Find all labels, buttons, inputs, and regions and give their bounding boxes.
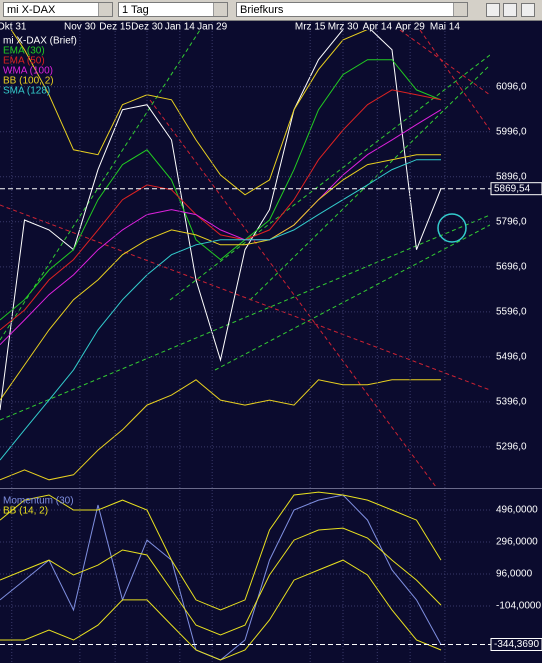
- highlight-circle: [437, 213, 467, 243]
- trend-line: [214, 224, 490, 371]
- x-tick-label: Mrz 15: [295, 22, 326, 33]
- y-tick-label: 5296,0: [496, 442, 527, 453]
- x-tick-label: Okt 31: [0, 22, 27, 33]
- y-tick-label: 5596,0: [496, 306, 527, 317]
- series-line: [0, 379, 441, 481]
- y-tick-label: 5696,0: [496, 261, 527, 272]
- trend-line: [169, 54, 490, 301]
- y-tick-label: 5496,0: [496, 352, 527, 363]
- trend-line: [0, 214, 490, 421]
- series-line: [0, 109, 442, 346]
- last-value-label: -344,3690: [494, 639, 539, 650]
- interval-select[interactable]: 1 Tag: [118, 2, 228, 17]
- legend-entry: BB (14, 2): [3, 506, 48, 517]
- chart: 5296,0 5396,0 5496,0 5596,0 5696,0 5796,0 5896…: [0, 22, 542, 663]
- series-line: [0, 30, 442, 411]
- trend-line: [0, 30, 201, 341]
- x-tick-label: Mai 14: [430, 22, 460, 33]
- icon-button[interactable]: [486, 3, 500, 17]
- x-tick-label: Jan 29: [197, 22, 227, 33]
- toolbar: mi X-DAX 1 Tag Briefkurs: [0, 0, 542, 21]
- series-line: [0, 527, 442, 636]
- legend-entry: BB (100, 2): [3, 76, 54, 87]
- last-value-box: [490, 182, 542, 196]
- y-tick-label: -104,0000: [496, 601, 541, 612]
- x-tick-label: Dez 15: [99, 22, 131, 33]
- y-tick-label: 5896,0: [496, 171, 527, 182]
- trend-line: [399, 30, 490, 96]
- price-type-select[interactable]: Briefkurs: [236, 2, 468, 17]
- plot-area: [0, 491, 490, 661]
- y-tick-label: 296,0000: [496, 537, 538, 548]
- y-tick-label: 496,0000: [496, 505, 538, 516]
- x-tick-label: Apr 14: [363, 22, 393, 33]
- series-line: [0, 89, 442, 331]
- legend-entry: mi X-DAX (Brief): [3, 36, 77, 47]
- series-line: [0, 59, 442, 321]
- legend-entry: EMA (30): [3, 46, 45, 57]
- x-tick-label: Jan 14: [165, 22, 195, 33]
- y-tick-label: 5796,0: [496, 216, 527, 227]
- series-line: [0, 491, 442, 611]
- last-value-label: 5869,54: [494, 183, 531, 194]
- trend-line: [419, 30, 490, 131]
- legend-entry: EMA (50): [3, 56, 45, 67]
- x-tick-label: Mrz 30: [328, 22, 359, 33]
- legend-entry: WMA (100): [3, 66, 53, 77]
- trend-line: [0, 204, 490, 391]
- series-line: [0, 559, 442, 661]
- trend-lines: [0, 30, 490, 487]
- x-tick-label: Dez 30: [131, 22, 163, 33]
- legend-entry: Momentum (30): [3, 496, 74, 507]
- symbol-select[interactable]: mi X-DAX: [3, 2, 113, 17]
- y-tick-label: 6096,0: [496, 81, 527, 92]
- series-line: [0, 159, 441, 461]
- plot-area: [0, 30, 490, 481]
- y-tick-label: 96,0000: [496, 569, 533, 580]
- legend-entry: SMA (128): [3, 86, 50, 97]
- x-tick-label: Apr 29: [395, 22, 425, 33]
- series-line: [0, 154, 441, 401]
- y-tick-label: 5996,0: [496, 126, 527, 137]
- y-tick-label: 5396,0: [496, 397, 527, 408]
- icon-button[interactable]: [503, 3, 517, 17]
- last-value-box: [490, 637, 542, 651]
- x-tick-label: Nov 30: [64, 22, 96, 33]
- icon-button[interactable]: [521, 3, 535, 17]
- trend-line: [149, 99, 437, 487]
- series-line: [10, 30, 441, 196]
